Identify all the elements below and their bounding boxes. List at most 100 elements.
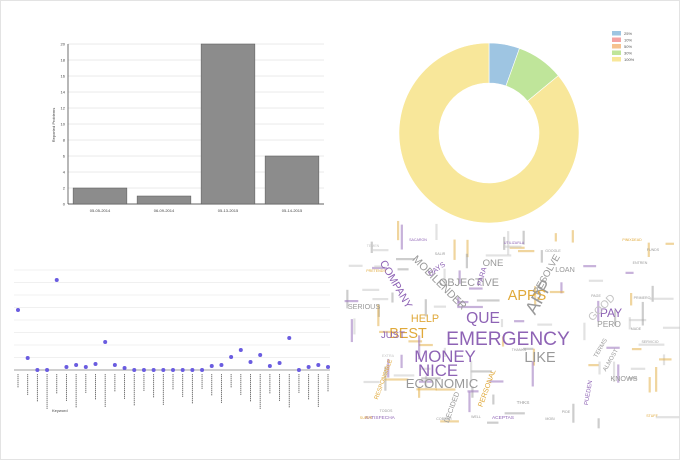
bar (72, 187, 128, 205)
word-cloud-word: UTILIZARLA (504, 241, 525, 245)
word-cloud-small-word (418, 386, 421, 398)
scatter-chart: Keyword (14, 269, 330, 413)
word-cloud-small-word (458, 270, 461, 284)
word-cloud-small-word (631, 347, 642, 351)
word-cloud-small-word (655, 367, 658, 392)
word-cloud-small-word (384, 378, 409, 381)
legend-label: 10% (624, 38, 632, 43)
word-cloud-small-word (387, 358, 390, 378)
word-cloud-word: COMPANY (377, 258, 414, 311)
scatter-point (316, 363, 321, 367)
word-cloud-word: PAY (600, 306, 622, 320)
word-cloud-small-word (465, 253, 468, 269)
word-cloud-word: NICE (418, 361, 458, 380)
word-cloud-small-word (617, 364, 620, 383)
word-cloud-small-word (346, 289, 349, 309)
word-cloud-small-word (492, 394, 495, 405)
word-cloud-word: OBJECTIVE (439, 277, 499, 289)
word-cloud-small-word (457, 300, 469, 304)
word-cloud-word: HELP (411, 313, 439, 325)
word-cloud-small-word (344, 299, 359, 303)
word-cloud-small-word (443, 268, 446, 287)
word-cloud-small-word (628, 377, 638, 380)
word-cloud-word: EXTRA (382, 354, 395, 358)
word-cloud-small-word (433, 305, 447, 308)
word-cloud-small-word (443, 347, 446, 357)
word-cloud-small-word (393, 374, 415, 377)
word-cloud-word: TODOS (380, 409, 393, 413)
word-cloud-small-word (534, 286, 537, 306)
scatter-point (287, 336, 292, 340)
word-cloud-small-word (457, 297, 460, 307)
word-cloud-small-word (348, 264, 363, 267)
scatter-point (219, 363, 224, 367)
legend-swatch (612, 44, 621, 49)
scatter-point (112, 363, 117, 367)
word-cloud-small-word (379, 330, 395, 334)
word-cloud-small-word (453, 239, 456, 260)
word-cloud-word: SERIOUS (348, 302, 381, 311)
word-cloud-small-word (384, 366, 387, 391)
word-cloud-small-word (503, 245, 522, 248)
scatter-point (54, 278, 59, 282)
word-cloud-small-word (625, 271, 634, 274)
word-cloud-small-word (598, 361, 601, 375)
word-cloud-small-word (372, 266, 387, 270)
bar-y-tick-label: 0 (63, 202, 66, 207)
word-cloud-word: PIDE (562, 410, 571, 414)
scatter-point (326, 365, 330, 369)
scatter-point (74, 363, 79, 367)
word-cloud-word: SERVICIO (641, 340, 658, 344)
word-cloud-small-word (487, 421, 499, 424)
legend-label: 50% (624, 44, 632, 49)
word-cloud-word: STUFF (646, 414, 658, 418)
word-cloud-small-word (662, 354, 666, 366)
scatter-point (103, 340, 108, 344)
bar-chart: Reported Problems 0 2 4 6 8 10 12 14 16 18 20 05-05… (51, 42, 324, 213)
word-cloud-small-word (363, 380, 380, 384)
word-cloud-small-word (648, 377, 651, 393)
word-cloud-small-word (408, 340, 423, 343)
word-cloud-small-word (531, 361, 534, 387)
word-cloud-small-word (514, 320, 525, 323)
word-cloud-small-word (377, 304, 380, 327)
word-cloud-small-word (372, 297, 389, 301)
scatter-point (35, 368, 40, 372)
word-cloud-small-word (540, 250, 543, 263)
word-cloud-small-word (588, 364, 599, 367)
word-cloud-small-word (424, 299, 427, 317)
word-cloud-word: EMERGENCY (446, 329, 570, 350)
word-cloud-small-word (554, 233, 557, 242)
word-cloud-small-word (641, 301, 644, 326)
legend-swatch (612, 50, 621, 55)
word-cloud-small-word (532, 348, 536, 366)
word-cloud-word: SALIR (435, 252, 446, 256)
word-cloud-small-word (471, 386, 474, 398)
legend-label: 100% (624, 57, 635, 62)
word-cloud: EMERGENCYMONEYNICEQUEAPPAPPSBESTLIKEECON… (344, 220, 680, 429)
word-cloud-small-word (489, 380, 504, 383)
word-cloud-small-word (418, 380, 433, 383)
word-cloud-small-word (500, 319, 504, 328)
legend-swatch (612, 31, 621, 36)
word-cloud-small-word (391, 292, 394, 303)
word-cloud-word: WELL (471, 415, 481, 419)
word-cloud-word: FUNDS (647, 248, 660, 252)
word-cloud-word: PERO (597, 319, 621, 329)
scatter-point (93, 362, 98, 366)
word-cloud-small-word (353, 318, 356, 335)
word-cloud-small-word (549, 290, 565, 294)
bar-y-tick-label: 12 (61, 106, 66, 111)
scatter-point (141, 368, 146, 372)
word-cloud-small-word (659, 358, 672, 361)
word-cloud-small-word (665, 242, 674, 245)
word-cloud-word: ENTREN (633, 261, 648, 265)
word-cloud-small-word (613, 309, 617, 326)
word-cloud-word: MONEY (414, 347, 476, 366)
word-cloud-small-word (419, 367, 431, 370)
word-cloud-small-word (638, 343, 665, 346)
legend-label: 30% (624, 51, 632, 56)
word-cloud-word: KNOWS (610, 374, 637, 383)
word-cloud-small-word (503, 236, 506, 250)
